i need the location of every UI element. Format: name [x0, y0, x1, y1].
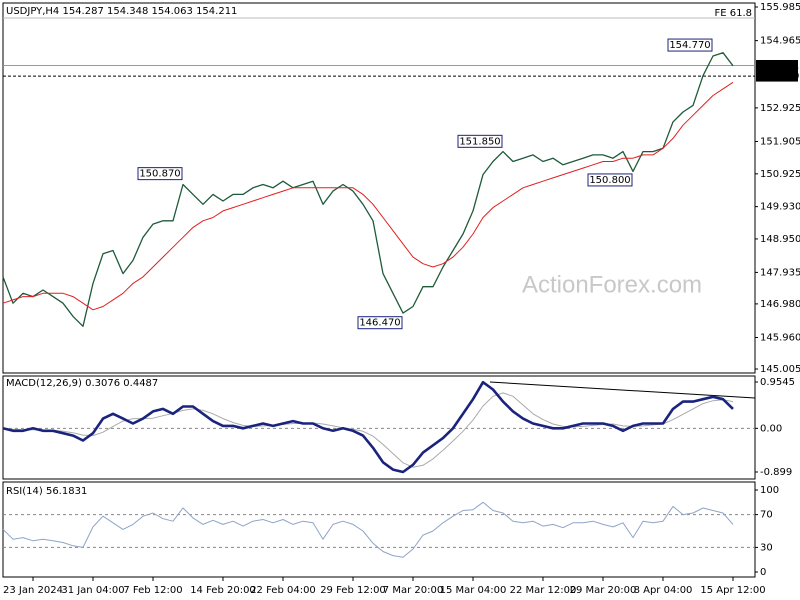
rsi-panel [2, 481, 756, 578]
y-tick-label: 150.925 [760, 169, 800, 180]
panel-title: RSI(14) 56.1831 [6, 486, 87, 497]
y-tick-label: 151.905 [760, 137, 800, 148]
x-tick-label: 23 Jan 2024 [3, 585, 63, 596]
trend-line [489, 381, 756, 399]
y-tick-label: 145.960 [760, 333, 800, 344]
annotation-label: 150.800 [589, 175, 630, 186]
annotation-box [357, 316, 403, 330]
y-tick-label: 30 [760, 542, 773, 553]
x-tick-label: 8 Apr 04:00 [634, 585, 693, 596]
main-panel [2, 2, 756, 374]
y-tick-label: 0.9545 [760, 377, 795, 388]
y-tick-label: 147.935 [760, 267, 800, 278]
y-tick-label: 145.005 [760, 364, 800, 375]
y-tick-label: 0 [760, 567, 766, 578]
price-box [756, 70, 798, 82]
series-line [2, 501, 734, 558]
annotation-label: 151.850 [459, 136, 500, 147]
annotation-box [667, 38, 713, 52]
series-line [2, 52, 734, 327]
y-tick-label: 152.925 [760, 103, 800, 114]
panel-title: USDJPY,H4 154.287 154.348 154.063 154.21… [6, 6, 237, 17]
watermark: ActionForex.com [522, 271, 702, 298]
series-line [2, 81, 734, 311]
annotation-label: 150.870 [139, 169, 180, 180]
x-tick-label: 7 Mar 20:00 [383, 585, 443, 596]
x-tick-label: 15 Mar 04:00 [440, 585, 507, 596]
y-tick-label: 155.985 [760, 2, 800, 13]
x-tick-label: 7 Feb 12:00 [123, 585, 182, 596]
x-tick-label: 31 Jan 04:00 [61, 585, 124, 596]
macd-panel [2, 375, 756, 480]
annotation-box [457, 134, 503, 148]
price-label: 154.211 [758, 60, 799, 71]
fe-label: FE 61.8 [714, 8, 752, 19]
y-tick-label: 100 [760, 485, 779, 496]
annotation-label: 146.470 [359, 318, 400, 329]
annotation-box [587, 173, 633, 187]
x-tick-label: 14 Feb 20:00 [190, 585, 256, 596]
annotation-box [137, 167, 183, 181]
panel-title: MACD(12,26,9) 0.3076 0.4487 [6, 378, 158, 389]
y-tick-label: 146.980 [760, 299, 800, 310]
x-tick-label: 29 Mar 20:00 [570, 585, 637, 596]
y-tick-label: 149.930 [760, 202, 800, 213]
x-tick-label: 22 Mar 12:00 [510, 585, 577, 596]
series-line [2, 380, 734, 474]
price-label: 153.890 [758, 71, 799, 82]
x-tick-label: 15 Apr 12:00 [700, 585, 765, 596]
x-tick-label: 29 Feb 12:00 [320, 585, 386, 596]
annotation-label: 154.770 [669, 40, 710, 51]
y-tick-label: 154.965 [760, 36, 800, 47]
y-tick-label: 0.00 [760, 423, 782, 434]
y-tick-label: -0.899 [760, 467, 792, 478]
x-tick-label: 22 Feb 04:00 [250, 585, 316, 596]
y-tick-label: 70 [760, 510, 773, 521]
y-tick-label: 148.950 [760, 234, 800, 245]
price-box [756, 59, 798, 71]
